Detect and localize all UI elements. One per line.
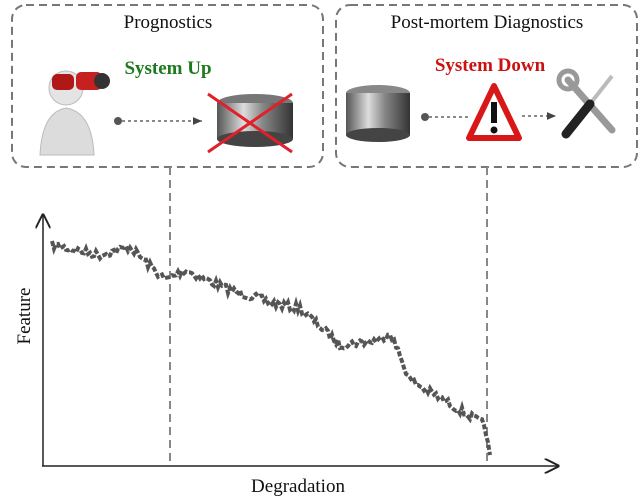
- dot: [421, 113, 429, 121]
- x-axis-label: Degradation: [251, 476, 345, 497]
- y-axis-label: Feature: [14, 288, 35, 345]
- degradation-trace: [50, 240, 492, 456]
- panel: [11, 4, 324, 168]
- cross: [207, 92, 293, 154]
- panel-title: Prognostics: [124, 12, 213, 33]
- status: System Up: [124, 58, 211, 79]
- tools-icon: [556, 68, 616, 139]
- dot: [114, 117, 122, 125]
- warning-icon: [466, 83, 522, 141]
- person-icon: [39, 70, 110, 156]
- status: System Down: [435, 55, 546, 76]
- piston-icon: [346, 85, 410, 142]
- panel-title: Post-mortem Diagnostics: [391, 12, 584, 33]
